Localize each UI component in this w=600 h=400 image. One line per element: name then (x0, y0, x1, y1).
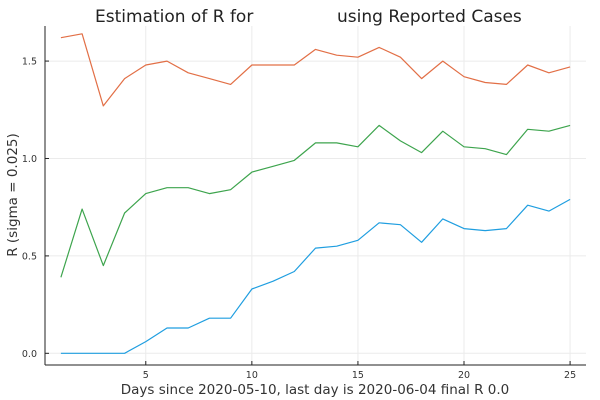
y-axis-label: R (sigma = 0.025) (5, 133, 21, 257)
axes (44, 26, 586, 366)
y-tick-label: 0.0 (22, 349, 37, 360)
y-tick-label: 1.0 (22, 154, 37, 165)
x-tick-label: 10 (246, 370, 258, 381)
chart-title-right: using Reported Cases (337, 7, 522, 27)
x-tick-label: 25 (564, 370, 576, 381)
y-tick-label: 0.5 (22, 251, 37, 262)
y-tick-label: 1.5 (22, 57, 37, 68)
x-axis-label: Days since 2020-05-10, last day is 2020-… (121, 382, 509, 398)
x-tick-label: 5 (143, 370, 149, 381)
grid (45, 26, 586, 365)
chart-title-left: Estimation of R for (95, 7, 253, 27)
tick-marks (45, 60, 571, 365)
x-tick-label: 15 (352, 370, 364, 381)
series-lines (60, 33, 571, 354)
series-line-2 (60, 124, 571, 278)
series-line-3 (60, 198, 571, 354)
series-line-1 (60, 33, 571, 107)
x-tick-label: 20 (458, 370, 470, 381)
